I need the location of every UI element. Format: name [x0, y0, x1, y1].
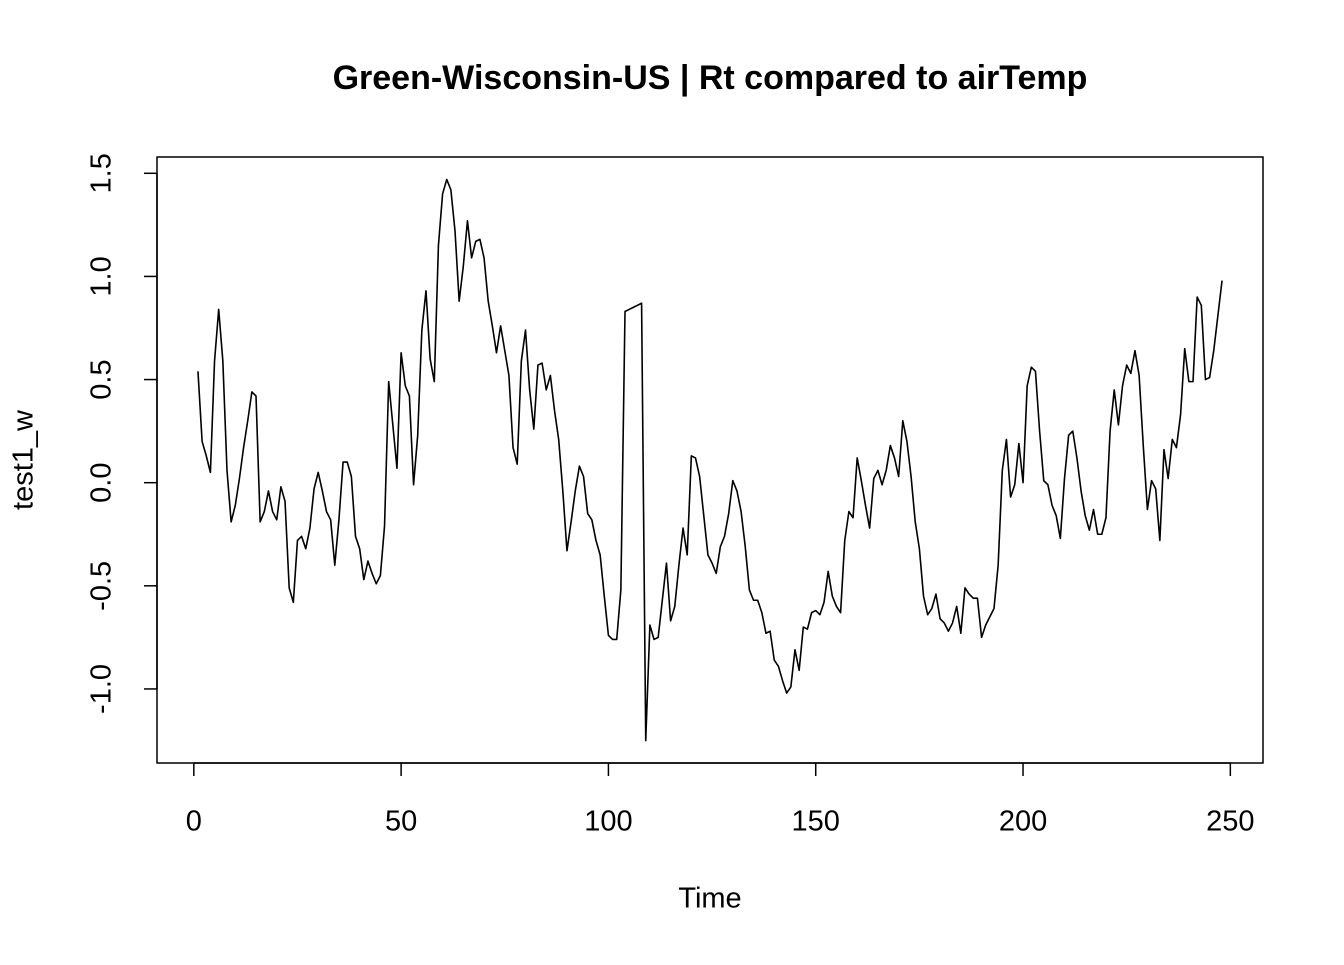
- y-tick-label: 0.0: [86, 463, 118, 503]
- x-tick-label: 150: [792, 806, 840, 838]
- x-tick-label: 0: [186, 806, 202, 838]
- x-tick-label: 50: [385, 806, 417, 838]
- x-tick-label: 100: [584, 806, 632, 838]
- y-axis-label: test1_w: [8, 409, 40, 510]
- y-tick-label: 0.5: [86, 359, 118, 399]
- x-tick-label: 250: [1206, 806, 1254, 838]
- x-axis-label: Time: [678, 883, 741, 915]
- y-tick-label: -0.5: [86, 561, 118, 611]
- chart-title: Green-Wisconsin-US | Rt compared to airT…: [333, 59, 1088, 97]
- x-tick-label: 200: [999, 806, 1047, 838]
- y-tick-label: 1.0: [86, 256, 118, 296]
- data-line: [197, 178, 1223, 742]
- y-tick-label: -1.0: [86, 664, 118, 714]
- y-tick-label: 1.5: [86, 153, 118, 193]
